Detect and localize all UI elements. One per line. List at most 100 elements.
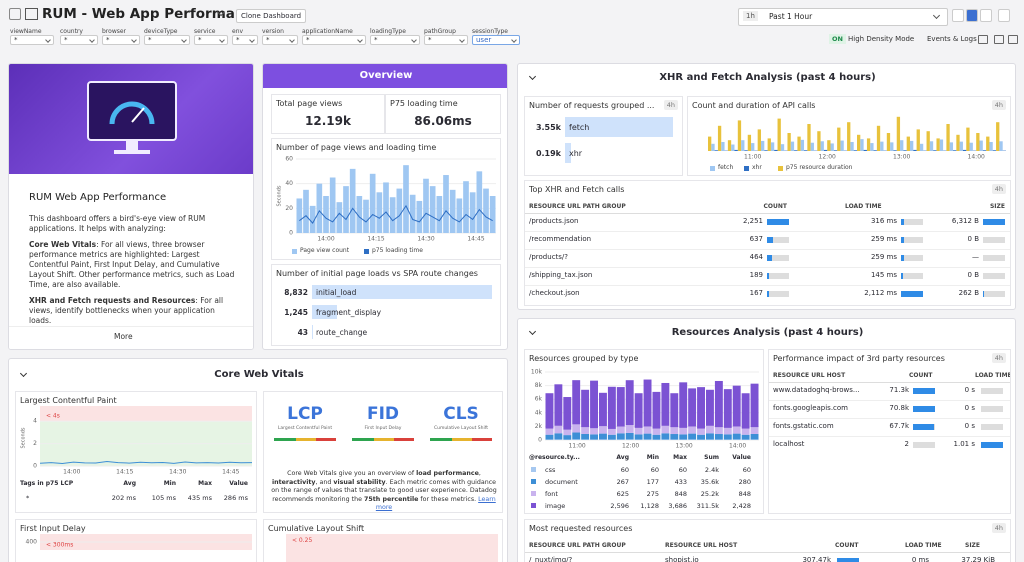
bar (757, 129, 761, 151)
x-tick-label: 14:45 (467, 236, 484, 243)
time-picker[interactable]: 1h Past 1 Hour (738, 8, 948, 26)
line (39, 461, 253, 465)
table-header: SIZE (989, 203, 1005, 210)
toolbar-icon[interactable] (994, 35, 1004, 44)
table-cell: 105 ms (151, 494, 176, 502)
overview-header (263, 64, 507, 88)
cell-size: — (972, 253, 979, 261)
bar (837, 558, 859, 562)
category-label: fragment_display (316, 308, 382, 317)
bar-segment (697, 439, 705, 440)
toolbar-icon[interactable] (1008, 35, 1018, 44)
bar (953, 150, 957, 151)
bytype-widget: Resources grouped by type 0 2k 4k 6k 8k 10k 11:… (524, 349, 764, 514)
bar (901, 273, 903, 279)
bar (860, 139, 864, 151)
intro-xhr-text: : For all views, identify bottlenecks wh… (29, 296, 224, 325)
filter-select[interactable]: * (232, 35, 258, 45)
bar-segment (554, 439, 563, 440)
bar-segment (616, 439, 625, 440)
cell-path: /_nuxt/img/? (529, 556, 573, 562)
time-control[interactable] (966, 9, 978, 22)
filter-select[interactable]: * (262, 35, 298, 45)
filter-select[interactable]: * (424, 35, 468, 45)
category-label: fetch (569, 123, 590, 132)
bar (857, 134, 861, 151)
value-label: 8,832 (284, 288, 308, 297)
chart: 0 20 40 60 Seconds 14:00 14:15 14:30 14:45 (277, 156, 496, 243)
bar-segment (599, 433, 607, 440)
bar (962, 149, 967, 151)
table-cell: 625 (616, 490, 629, 498)
table-header: Tags in p75 LCP (20, 480, 74, 487)
bar (913, 149, 917, 151)
bar-segment (723, 389, 732, 428)
filter-caret (219, 37, 225, 43)
y-axis-label: Seconds (277, 185, 283, 206)
bar (981, 442, 1003, 448)
bar-segment (616, 433, 625, 440)
bar (929, 141, 934, 151)
cell-load: 145 ms (870, 271, 897, 279)
legend-swatch (744, 166, 749, 171)
table-cell: 60 (742, 466, 751, 474)
time-control[interactable] (952, 9, 964, 22)
table-cell: 275 (646, 490, 659, 498)
table-cell: 60 (678, 466, 687, 474)
legend-swatch (531, 491, 536, 496)
filter-select[interactable]: * (370, 35, 420, 45)
events-logs[interactable]: Events & Logs (927, 35, 977, 43)
filter-select[interactable]: * (60, 35, 98, 45)
cell-size: 37.29 KiB (961, 556, 995, 562)
bar-segment (563, 397, 572, 430)
bar-segment (661, 425, 670, 434)
bar (565, 143, 571, 163)
monitor-stand (126, 140, 138, 150)
card-scale-good (430, 438, 452, 441)
filter-select[interactable]: user (472, 35, 520, 45)
text-part: , and (315, 478, 334, 486)
bar-segment (688, 433, 697, 440)
bar (469, 192, 476, 233)
bar (949, 142, 954, 151)
learn-more-link[interactable]: Learn more (375, 495, 496, 512)
bar (996, 122, 1000, 151)
bar-track (981, 424, 1003, 430)
more-button[interactable]: More (114, 332, 133, 341)
bar-track (981, 388, 1003, 394)
filter-select[interactable]: * (302, 35, 366, 45)
intro-cwv-text: : For all views, three browser performan… (29, 240, 235, 289)
x-tick-label: 13:00 (675, 443, 692, 450)
filter-select[interactable]: * (194, 35, 228, 45)
bar-segment (599, 439, 607, 440)
table-header: Max (673, 454, 687, 461)
filter-select[interactable]: * (102, 35, 140, 45)
cell-path: /products/? (529, 253, 569, 261)
bar (741, 140, 745, 151)
filter-select[interactable]: * (10, 35, 54, 45)
time-control[interactable] (998, 9, 1010, 22)
requests-widget: Number of requests grouped ... 4h 3.55k fet… (524, 96, 683, 176)
filter-name: sessionType (472, 28, 508, 35)
bar (436, 196, 443, 233)
bar (429, 186, 436, 233)
star-icon[interactable] (9, 8, 21, 20)
bar-segment (688, 439, 697, 440)
x-tick-label: 14:30 (169, 469, 186, 476)
bar-segment (652, 391, 661, 429)
bar (774, 149, 778, 151)
density-state[interactable]: ON (829, 34, 846, 44)
monitor (87, 81, 177, 141)
clone-button[interactable]: Clone Dashboard (236, 9, 307, 23)
filter-select[interactable]: * (144, 35, 190, 45)
y-tick-label: 20 (285, 205, 293, 212)
toolbar-icon[interactable] (978, 35, 988, 44)
cell-load: 259 ms (870, 235, 897, 243)
bar-track (913, 442, 935, 448)
category-label: initial_load (316, 288, 357, 297)
bar-track (901, 237, 923, 243)
bar-segment (714, 439, 723, 440)
time-control[interactable] (980, 9, 992, 22)
bar (893, 150, 897, 151)
bar (936, 138, 940, 151)
